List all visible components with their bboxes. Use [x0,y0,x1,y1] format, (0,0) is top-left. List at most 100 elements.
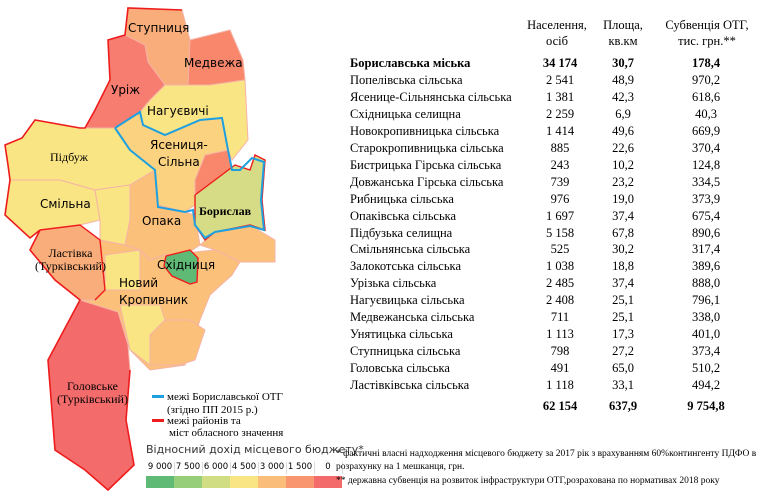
population: 798 [550,344,570,359]
map-label-borislav: Борислав [199,204,252,218]
table-row: Ластівківська сільська 1 118 33,1 494,2 [350,378,770,395]
map-label-nahuyevychi: Нагуєвичі [147,104,209,118]
community-name: Ясенице-Сільнянська сільська [350,89,512,104]
table-row: Головська сільська 491 65,0 510,2 [350,361,770,378]
subvention: 669,9 [691,123,721,138]
community-name: Смільнянська сільська [350,242,471,257]
community-name: Довжанська Гірська сільська [350,174,504,189]
table-row: Бориславська міська 34 174 30,7 178,4 [350,56,770,73]
population: 1 381 [545,89,575,104]
population: 885 [550,140,570,155]
population: 739 [550,174,570,189]
population: 1 118 [546,378,574,393]
subvention: 124,8 [691,157,721,172]
scale-tick-label: 1 500 [286,462,315,474]
legend-district-border-label: межі районів та [167,415,241,427]
area: 10,2 [612,157,634,172]
area: 17,3 [612,327,634,342]
table-row: Попелівська сільська 2 541 48,9 970,2 [350,73,770,90]
legend-otg-border-note: (згідно ПП 2015 р.) [167,404,258,416]
area: 23,2 [612,174,634,189]
total-area: 637,9 [608,399,638,413]
area: 42,3 [612,89,634,104]
community-name: Залокотська сільська [350,259,461,274]
table-row: Залокотська сільська 1 038 18,8 389,6 [350,259,770,276]
community-name: Урізька сільська [350,276,437,291]
area: 27,2 [612,344,634,359]
total-subvention: 9 754,8 [687,399,725,413]
table-row: Підбузька селищна 5 158 67,8 890,6 [350,226,770,243]
area: 48,9 [612,72,634,87]
table-row: Опаківська сільська 1 697 37,4 675,4 [350,209,770,226]
footnote-1: * фактичні власні надходження місцевого … [336,449,757,472]
map-label-pidbuzh: Підбуж [50,150,88,164]
population: 2 485 [545,276,575,291]
scale-swatch [202,476,230,488]
community-name: Унятицька сільська [350,327,453,342]
population: 711 [550,310,570,325]
table-row: Ясенице-Сільнянська сільська 1 381 42,3 618… [350,90,770,107]
scale-swatch [146,476,174,488]
subvention: 317,4 [691,242,721,257]
subvention: 373,9 [691,191,721,206]
subvention: 494,2 [691,378,721,393]
table-row: Нагуєвицька сільська 2 408 25,1 796,1 [350,293,770,310]
subvention: 401,0 [691,327,721,342]
population: 34 174 [542,56,578,70]
map-label-smilna: Смільна [40,197,91,211]
community-name: Нагуєвицька сільська [350,293,465,308]
subvention: 334,5 [691,174,721,189]
population: 2 259 [545,106,575,121]
region-yellow-strip [94,184,131,246]
population: 2 408 [545,293,575,308]
area: 67,8 [612,225,634,240]
scale-tick-label: 6 000 [202,462,231,474]
community-name: Опаківська сільська [350,208,457,223]
population: 491 [550,361,570,376]
scale-swatch [174,476,202,488]
community-name: Попелівська сільська [350,72,463,87]
area: 30,2 [612,242,634,257]
population: 976 [550,191,570,206]
area: 37,4 [612,208,634,223]
district-border-line [4,7,183,492]
map-label-stupnytsia: Ступниця [128,21,190,35]
header-area: Площа, кв.км [603,18,643,48]
legend-otg-border-label: межі Бориславської ОТГ [167,391,283,403]
table-row: Смільнянська сільська 525 30,2 317,4 [350,242,770,259]
table-row: Рибницька сільська 976 19,0 373,9 [350,192,770,209]
subvention: 40,3 [695,106,717,121]
map-label-skhidnytsia: Східниця [157,258,216,272]
blue-line-swatch [152,395,164,398]
scale-swatch [314,476,342,488]
table-row: Довжанська Гірська сільська 739 23,2 334,5 [350,175,770,192]
map [4,7,276,492]
population: 525 [550,242,570,257]
subvention: 675,4 [691,208,721,223]
population: 1 697 [545,208,575,223]
table-row: Медвежанська сільська 711 25,1 338,0 [350,310,770,327]
community-name: Ступницька сільська [350,344,461,359]
area: 22,6 [612,140,634,155]
legend-district-border-label-2: міст обласного значення [169,427,284,439]
subvention: 389,6 [691,259,721,274]
red-line-swatch [152,419,164,422]
map-label-holovske: Головське (Турківський) [57,379,128,406]
map-label-opaka: Опака [142,214,182,228]
subvention: 373,4 [691,344,721,359]
scale-tick-label: 3 000 [258,462,287,474]
table-row: Ступницька сільська 798 27,2 373,4 [350,344,770,361]
table-row: Бистрицька Гірська сільська 243 10,2 124,8 [350,158,770,175]
subvention: 888,0 [691,276,721,291]
table-row: Старокропивницька сільська 885 22,6 370,4 [350,141,770,158]
population: 1 414 [545,123,575,138]
scale-tick-label: 0 [314,462,343,474]
totals-row: 62 154 637,9 9 754,8 [350,399,770,416]
header-population: Населення, осіб [527,18,587,48]
area: 25,1 [612,310,634,325]
population: 5 158 [545,225,575,240]
community-name: Новокропивницька сільська [350,123,500,138]
scale-tick-label: 9 000 [146,462,175,474]
scale-swatch [230,476,258,488]
subvention: 618,6 [691,89,721,104]
